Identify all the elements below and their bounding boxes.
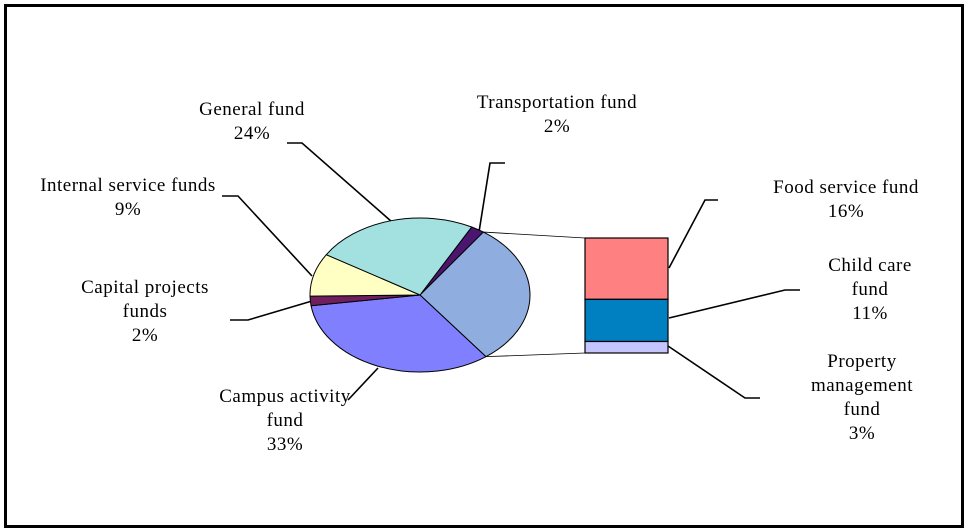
value-label: 16% xyxy=(827,201,865,222)
slice-label: Internal service funds 9% xyxy=(28,174,228,222)
leader-line xyxy=(230,300,313,321)
leader-line xyxy=(347,367,379,401)
slice-label: Campus activity fund 33% xyxy=(215,385,355,457)
value-label: 2% xyxy=(131,325,159,346)
bar-segment xyxy=(584,340,669,354)
value-label: 3% xyxy=(848,423,876,444)
leader-lines xyxy=(222,142,800,401)
chart-frame xyxy=(4,4,964,528)
leader-line xyxy=(668,199,718,269)
bar-label: Property management fund 3% xyxy=(797,350,927,446)
leader-line xyxy=(287,142,393,223)
bar-label: Food service fund 16% xyxy=(726,176,966,224)
category-label: Internal service funds xyxy=(40,175,216,196)
pie-slice xyxy=(419,231,531,358)
leader-line xyxy=(478,162,505,233)
slice-label: Capital projects funds 2% xyxy=(70,276,220,348)
value-label: 2% xyxy=(543,116,571,137)
value-label: 33% xyxy=(266,434,304,455)
category-label: Child care fund xyxy=(828,255,912,300)
category-label: Property management fund xyxy=(810,351,914,420)
bar-segment xyxy=(584,298,669,343)
leader-line xyxy=(668,289,800,319)
bar-label: Child care fund 11% xyxy=(815,254,925,326)
value-label: 11% xyxy=(852,303,888,324)
category-label: Campus activity fund xyxy=(219,386,351,431)
category-label: Food service fund xyxy=(773,177,919,198)
slice-label: Transportation fund 2% xyxy=(427,91,687,139)
leader-line xyxy=(222,195,313,277)
value-label: 9% xyxy=(114,199,142,220)
slice-label: General fund 24% xyxy=(152,98,352,146)
category-label: Transportation fund xyxy=(476,92,638,113)
connector-line xyxy=(485,352,586,358)
leader-line xyxy=(667,345,760,399)
connector-line xyxy=(483,231,586,239)
bar-segment xyxy=(584,237,669,300)
pie-slice xyxy=(310,294,487,373)
category-label: Capital projects funds xyxy=(81,277,209,322)
category-label: General fund xyxy=(199,99,305,120)
value-label: 24% xyxy=(233,123,271,144)
pie-slice xyxy=(325,217,473,296)
